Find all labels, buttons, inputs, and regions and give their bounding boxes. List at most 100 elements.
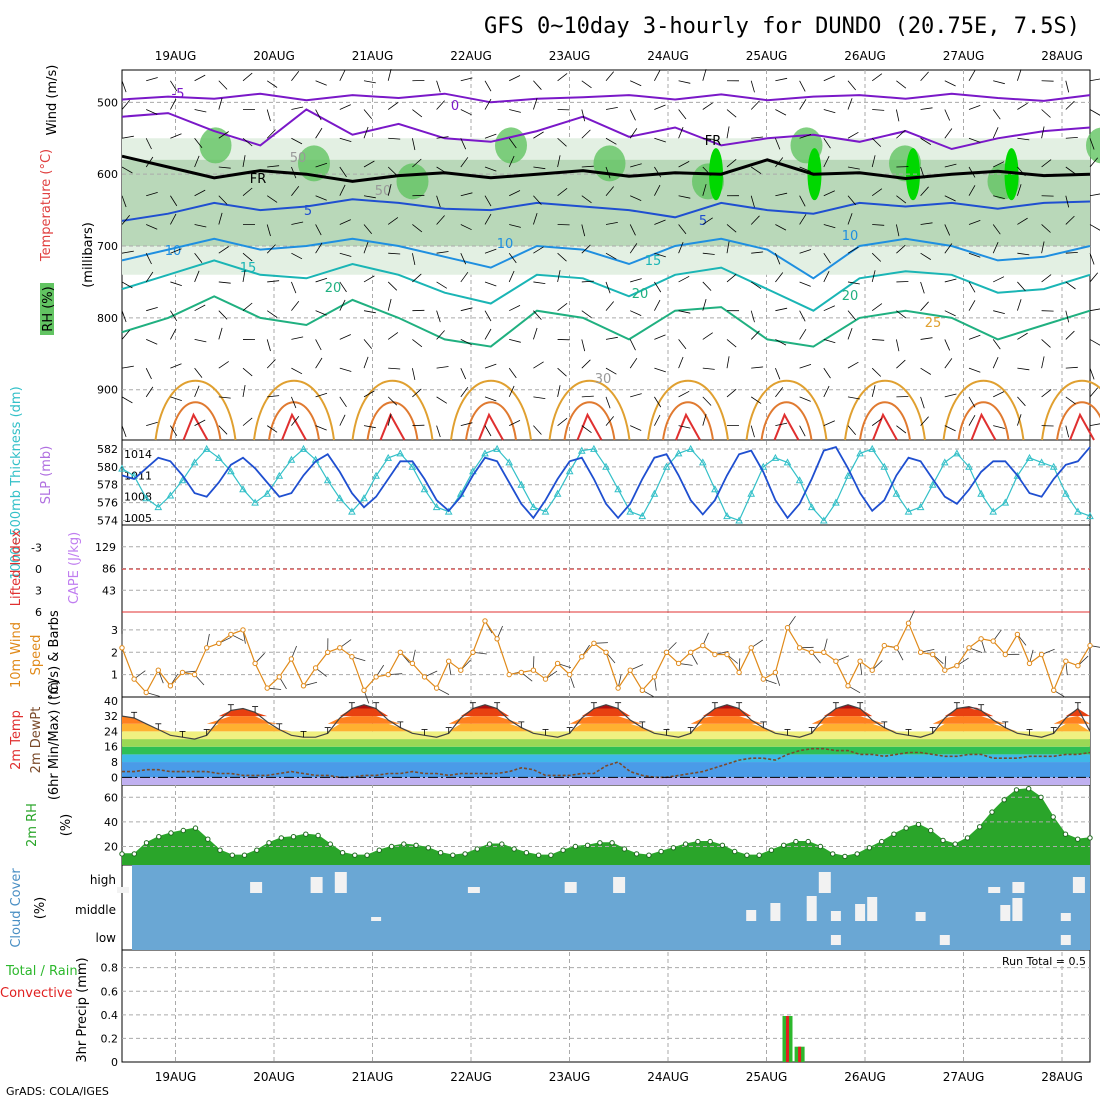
- wind-barb: [775, 307, 788, 312]
- thickness-marker: [977, 489, 985, 497]
- wind-barb: [1041, 159, 1052, 168]
- wind-barb: [1089, 157, 1099, 168]
- rh-marker: [1050, 814, 1056, 820]
- wind-barb: [291, 252, 303, 260]
- wind-barb: [871, 385, 876, 397]
- date-label-top: 20AUG: [253, 49, 295, 63]
- wind-speed-marker: [155, 667, 162, 673]
- rh-marker: [205, 836, 211, 842]
- footer-credit: GrADS: COLA/IGES: [6, 1085, 109, 1098]
- rh-marker: [964, 835, 971, 841]
- warm-contour: [1056, 401, 1100, 441]
- wind-barb: [218, 195, 228, 205]
- wind-barb: [412, 138, 416, 151]
- rh-marker: [1026, 786, 1032, 792]
- temperature-axis-label: Temperature (°C): [39, 149, 54, 262]
- thickness-marker: [904, 507, 913, 515]
- wind-speed-marker: [712, 651, 718, 658]
- rh-marker: [915, 821, 922, 828]
- wind-barb: [267, 395, 280, 398]
- rh-marker: [817, 843, 824, 850]
- wind-barb: [291, 137, 303, 145]
- wind-barb: [605, 166, 611, 179]
- rh-marker: [1001, 797, 1007, 803]
- wind-barb: [750, 80, 755, 93]
- contour-label: 10: [842, 229, 859, 244]
- wind-barb: [823, 109, 836, 114]
- wind-barb: [630, 163, 642, 168]
- rh-marker: [732, 848, 738, 855]
- wind-speed-marker: [567, 671, 573, 678]
- wind-speed-marker: [228, 631, 234, 638]
- wind-barb: [412, 368, 416, 380]
- precip-tick-label: 0: [111, 1056, 118, 1069]
- thickness-marker: [735, 516, 743, 524]
- wind-barb: [1089, 78, 1100, 82]
- wind-barb: [1089, 423, 1100, 427]
- wind-barb: [194, 304, 206, 312]
- wind-barb: [896, 195, 907, 204]
- wind-barb: [387, 396, 398, 406]
- wind-barb: [339, 184, 346, 196]
- wind-barb: [533, 425, 542, 435]
- slp-tick-label: 1014: [124, 448, 152, 461]
- precip-conv-label: Convective: [0, 986, 73, 1001]
- wind-barb: [460, 367, 467, 380]
- wind-barb: [944, 358, 953, 369]
- wind-barb: [823, 75, 835, 82]
- wind-barb: [920, 252, 932, 260]
- wind-barb: [823, 339, 836, 344]
- wind-barb: [533, 212, 538, 225]
- cloud-high-bar: [250, 882, 263, 893]
- wind-barb: [678, 195, 691, 199]
- wind-speed-marker: [663, 649, 670, 655]
- wind-barb: [823, 367, 831, 379]
- wind-barb: [871, 303, 883, 312]
- wind-barb: [267, 280, 280, 283]
- rh-marker: [854, 851, 860, 857]
- rh-marker: [879, 838, 885, 845]
- cloud-high-bar: [334, 872, 347, 893]
- wind-barb: [1089, 138, 1095, 150]
- thickness-marker: [166, 491, 175, 499]
- wind-speed-marker: [784, 625, 791, 631]
- contour-label: 50: [290, 151, 307, 166]
- thickness-marker: [686, 444, 695, 452]
- rh-marker: [940, 837, 946, 844]
- wind-barb: [388, 137, 401, 140]
- wind-barb: [775, 192, 788, 197]
- wind-barb: [508, 385, 515, 398]
- wind-barb: [218, 327, 223, 340]
- wind-barb: [629, 128, 638, 139]
- wind-barb: [605, 367, 617, 375]
- wind10-axis-label-2: Speed: [29, 635, 44, 676]
- wind-speed-marker: [482, 618, 488, 624]
- thickness-marker: [1013, 471, 1022, 479]
- wind-barb: [460, 192, 473, 197]
- wind10m-tick-label: 2: [111, 646, 118, 659]
- thickness-marker: [795, 476, 804, 484]
- rh-marker: [388, 843, 395, 850]
- contour-label: 15: [645, 254, 662, 269]
- wind-barb: [799, 99, 807, 110]
- wind-barb: [218, 80, 228, 90]
- wind-barb: [944, 224, 951, 236]
- rh-marker: [131, 851, 138, 857]
- wind-barb: [581, 165, 594, 168]
- thickness-marker: [360, 494, 368, 502]
- wind-barb: [920, 107, 933, 110]
- wind-barb: [750, 166, 762, 175]
- wind-barb: [775, 109, 787, 116]
- wind-speed-marker: [772, 669, 779, 676]
- wind-barb: [412, 388, 422, 398]
- thickness-marker: [287, 455, 296, 463]
- cloud-level-label: low: [96, 931, 117, 945]
- wind-barb: [508, 155, 515, 168]
- wind-barb: [799, 396, 811, 402]
- rh-marker: [315, 832, 321, 839]
- thickness-marker: [348, 507, 356, 515]
- wind-barb: [218, 281, 231, 284]
- wind-speed-marker: [554, 660, 561, 667]
- wind-barb: [1089, 308, 1100, 312]
- wind-barb: [678, 310, 691, 314]
